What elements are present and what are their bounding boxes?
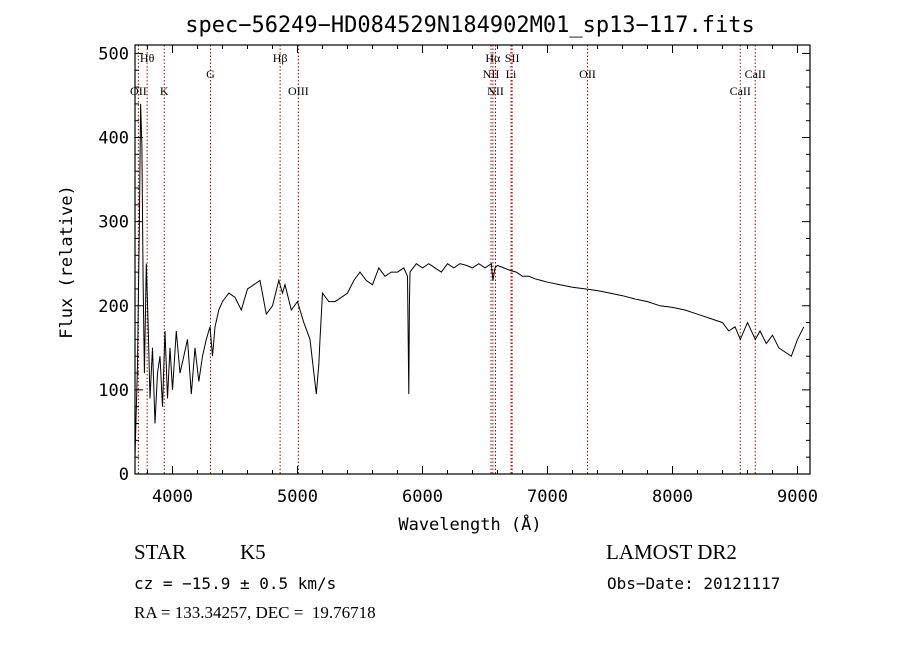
x-tick-label: 4000 bbox=[152, 487, 193, 507]
line-marker-label: CaII bbox=[745, 67, 766, 81]
spectral-subclass: K5 bbox=[240, 540, 266, 564]
y-tick-label: 100 bbox=[98, 381, 129, 401]
survey-name: LAMOST DR2 bbox=[606, 540, 737, 564]
line-marker-label: G bbox=[206, 67, 215, 81]
line-marker-label: CaII bbox=[730, 84, 751, 98]
line-marker-label: OII bbox=[579, 67, 596, 81]
x-axis-label: Wavelength (Å) bbox=[398, 513, 541, 535]
plot-frame bbox=[134, 44, 811, 475]
line-marker-label: NII bbox=[487, 84, 504, 98]
x-tick-label: 9000 bbox=[777, 487, 818, 507]
line-marker-label: K bbox=[160, 84, 169, 98]
line-marker-label: OII bbox=[130, 84, 147, 98]
y-tick-label: 0 bbox=[119, 465, 129, 485]
line-marker-label: Hα bbox=[485, 51, 501, 65]
line-marker-label: Hβ bbox=[273, 51, 288, 65]
x-tick-label: 6000 bbox=[402, 487, 443, 507]
spectrum-line bbox=[134, 103, 805, 458]
y-tick-label: 400 bbox=[98, 129, 129, 149]
object-type: STAR bbox=[134, 540, 186, 564]
coordinates-text: RA = 133.34257, DEC = 19.76718 bbox=[134, 603, 376, 622]
x-tick-label: 7000 bbox=[527, 487, 568, 507]
line-marker-label: Li bbox=[506, 67, 517, 81]
y-tick-label: 500 bbox=[98, 44, 129, 64]
plot-area: OII Hθ K G Hβ OIII Hα NII NII SII Li OII CaII CaII 400… bbox=[98, 44, 818, 507]
chart-title: spec−56249−HD084529N184902M01_sp13−117.f… bbox=[185, 13, 755, 38]
x-tick-label: 5000 bbox=[277, 487, 318, 507]
redshift-text: cz = −15.9 ± 0.5 km/s bbox=[134, 574, 337, 593]
x-tick-label: 8000 bbox=[652, 487, 693, 507]
line-marker-label: OIII bbox=[288, 84, 309, 98]
y-tick-label: 300 bbox=[98, 213, 129, 233]
line-marker-label: SII bbox=[505, 51, 520, 65]
line-marker-label: NII bbox=[483, 67, 500, 81]
y-tick-label: 200 bbox=[98, 297, 129, 317]
observation-date: Obs−Date: 20121117 bbox=[607, 574, 781, 593]
y-axis-label: Flux (relative) bbox=[57, 185, 77, 339]
line-marker-label: Hθ bbox=[140, 51, 155, 65]
